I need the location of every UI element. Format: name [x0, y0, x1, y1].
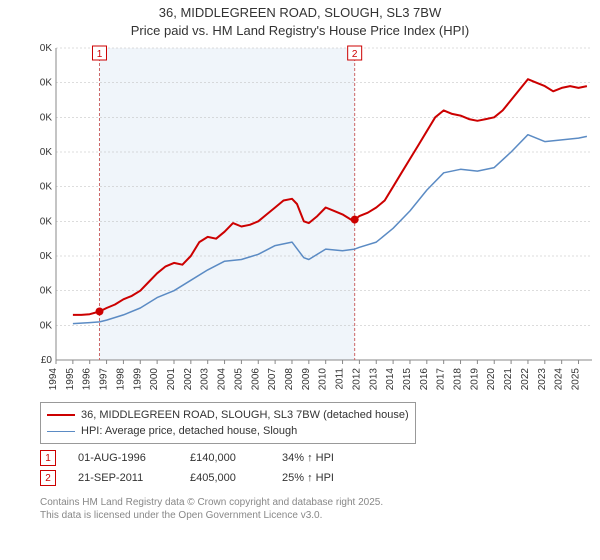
transaction-table: 1 01-AUG-1996 £140,000 34% ↑ HPI 2 21-SEP-201… [40, 448, 372, 488]
svg-text:2006: 2006 [250, 368, 261, 391]
chart-svg: £0 £100K £200K £300K £400K £500K £600K £700K £80… [40, 44, 596, 394]
svg-text:2001: 2001 [166, 368, 177, 391]
svg-text:£0: £0 [41, 355, 53, 366]
footer: Contains HM Land Registry data © Crown c… [40, 496, 383, 522]
svg-text:2019: 2019 [469, 368, 480, 391]
transaction-date: 21-SEP-2011 [78, 472, 168, 484]
svg-text:2023: 2023 [537, 368, 548, 391]
footer-line-1: Contains HM Land Registry data © Crown c… [40, 496, 383, 509]
svg-text:1: 1 [97, 49, 103, 60]
svg-text:2: 2 [352, 49, 358, 60]
chart-container: 36, MIDDLEGREEN ROAD, SLOUGH, SL3 7BW Pr… [0, 0, 600, 560]
svg-text:2021: 2021 [503, 368, 514, 391]
legend-swatch [47, 414, 75, 416]
transaction-date: 01-AUG-1996 [78, 452, 168, 464]
svg-text:2015: 2015 [402, 368, 413, 391]
svg-text:2020: 2020 [486, 368, 497, 391]
transaction-delta: 25% ↑ HPI [282, 472, 372, 484]
transaction-marker-box: 1 [40, 450, 56, 466]
svg-text:1999: 1999 [132, 368, 143, 391]
svg-text:2012: 2012 [351, 368, 362, 391]
svg-text:£700K: £700K [40, 112, 52, 123]
svg-text:2010: 2010 [318, 368, 329, 391]
svg-text:£600K: £600K [40, 147, 52, 158]
svg-text:£500K: £500K [40, 182, 52, 193]
svg-text:£200K: £200K [40, 286, 52, 297]
legend-label: HPI: Average price, detached house, Slou… [81, 425, 297, 437]
svg-text:1995: 1995 [65, 368, 76, 391]
transaction-row: 1 01-AUG-1996 £140,000 34% ↑ HPI [40, 448, 372, 468]
svg-text:2003: 2003 [200, 368, 211, 391]
svg-text:2022: 2022 [520, 368, 531, 391]
svg-text:£400K: £400K [40, 216, 52, 227]
legend: 36, MIDDLEGREEN ROAD, SLOUGH, SL3 7BW (d… [40, 402, 416, 444]
svg-text:1998: 1998 [115, 368, 126, 391]
svg-text:£900K: £900K [40, 44, 52, 54]
legend-swatch [47, 431, 75, 432]
svg-text:2004: 2004 [217, 368, 228, 391]
svg-text:2009: 2009 [301, 368, 312, 391]
svg-text:2000: 2000 [149, 368, 160, 391]
svg-text:2011: 2011 [335, 368, 346, 390]
title-line-1: 36, MIDDLEGREEN ROAD, SLOUGH, SL3 7BW [0, 4, 600, 22]
title-block: 36, MIDDLEGREEN ROAD, SLOUGH, SL3 7BW Pr… [0, 0, 600, 39]
svg-text:1996: 1996 [82, 368, 93, 391]
transaction-row: 2 21-SEP-2011 £405,000 25% ↑ HPI [40, 468, 372, 488]
transaction-price: £405,000 [190, 472, 260, 484]
svg-text:£100K: £100K [40, 320, 52, 331]
transaction-marker-box: 2 [40, 470, 56, 486]
svg-text:2008: 2008 [284, 368, 295, 391]
svg-text:£300K: £300K [40, 251, 52, 262]
svg-text:1997: 1997 [99, 368, 110, 391]
title-line-2: Price paid vs. HM Land Registry's House … [0, 22, 600, 40]
transaction-delta: 34% ↑ HPI [282, 452, 372, 464]
svg-text:2017: 2017 [436, 368, 447, 391]
svg-text:2002: 2002 [183, 368, 194, 391]
svg-text:2014: 2014 [385, 368, 396, 391]
svg-text:2025: 2025 [571, 368, 582, 391]
svg-text:2013: 2013 [368, 368, 379, 391]
legend-label: 36, MIDDLEGREEN ROAD, SLOUGH, SL3 7BW (d… [81, 409, 409, 421]
legend-row: HPI: Average price, detached house, Slou… [47, 423, 409, 439]
svg-text:2024: 2024 [554, 368, 565, 391]
svg-text:1994: 1994 [48, 368, 59, 391]
legend-row: 36, MIDDLEGREEN ROAD, SLOUGH, SL3 7BW (d… [47, 407, 409, 423]
svg-text:2016: 2016 [419, 368, 430, 391]
svg-text:2007: 2007 [267, 368, 278, 391]
footer-line-2: This data is licensed under the Open Gov… [40, 509, 383, 522]
transaction-price: £140,000 [190, 452, 260, 464]
svg-text:2018: 2018 [453, 368, 464, 391]
chart-area: £0 £100K £200K £300K £400K £500K £600K £700K £80… [40, 44, 596, 394]
svg-text:£800K: £800K [40, 78, 52, 89]
svg-text:2005: 2005 [233, 368, 244, 391]
